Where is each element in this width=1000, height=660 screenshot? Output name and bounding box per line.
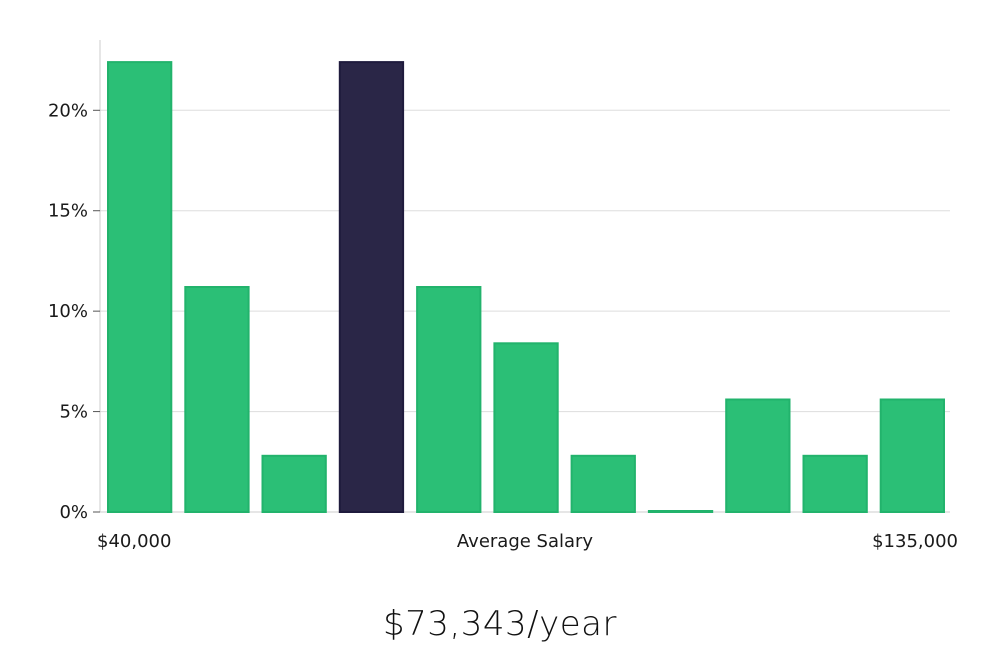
y-tick-label: 0% (59, 502, 88, 523)
bar (647, 510, 714, 513)
bars (107, 61, 946, 513)
bar (261, 454, 327, 513)
x-axis-label: Average Salary (457, 531, 594, 552)
salary-histogram-chart: 0% 5% 10% 15% 20% $40,000 Average Salary $13… (48, 40, 958, 552)
bar (416, 286, 482, 513)
average-salary-summary: $73,343/year (383, 604, 617, 644)
bar (184, 286, 250, 513)
y-tick-label: 20% (48, 100, 88, 121)
bar (725, 398, 791, 513)
bar (107, 61, 173, 513)
bar (879, 398, 946, 513)
y-tick-label: 15% (48, 201, 88, 222)
y-tick-label: 5% (59, 402, 88, 423)
x-min-label: $40,000 (97, 531, 171, 552)
bar (802, 454, 868, 513)
y-tick-label: 10% (48, 301, 88, 322)
bar (493, 342, 559, 513)
bar-highlighted (338, 61, 405, 513)
y-axis: 0% 5% 10% 15% 20% (48, 40, 101, 523)
x-max-label: $135,000 (872, 531, 958, 552)
bar (570, 454, 636, 513)
